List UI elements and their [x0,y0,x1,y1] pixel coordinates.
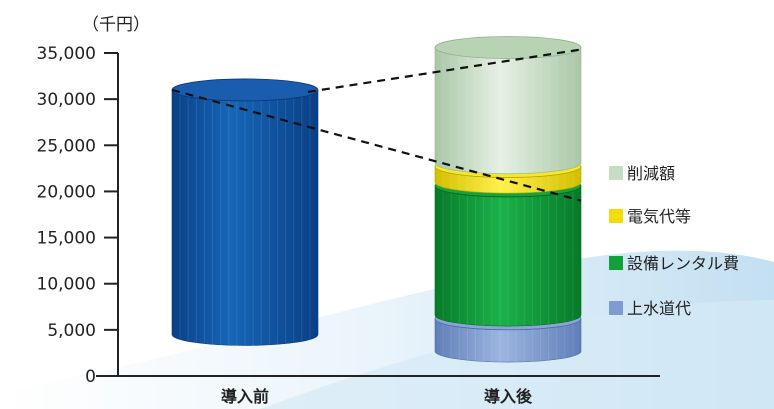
connector-lines [171,48,582,202]
y-tick-label: 20,000 [37,182,96,202]
legend-swatch-electricity [609,209,623,223]
connector-line-lower [171,88,582,202]
legend-item-water: 上水道代 [609,299,691,318]
legend-label-electricity: 電気代等 [627,207,691,226]
legend-item-electricity: 電気代等 [609,207,691,226]
category-label-before: 導入前 [221,387,269,406]
legend-swatch-rental [609,256,623,270]
bar-after [434,36,582,363]
legend-swatch-water [609,301,623,315]
bar-before-cylinder [171,78,319,346]
legend: 削減額 電気代等 設備レンタル費 上水道代 [609,164,739,318]
y-tick-label: 15,000 [37,229,96,249]
y-tick-label: 25,000 [37,136,96,156]
segment-rental [434,174,582,327]
legend-item-rental: 設備レンタル費 [609,254,739,273]
legend-item-reduction: 削減額 [609,164,675,183]
unit-label: （千円） [82,15,150,35]
y-tick-label: 10,000 [37,275,96,295]
connector-line-upper [307,48,582,94]
y-tick-label: 30,000 [37,90,96,110]
legend-label-reduction: 削減額 [627,164,675,183]
legend-label-water: 上水道代 [627,299,691,318]
category-label-after: 導入後 [484,387,533,406]
y-tick-label: 0 [85,367,96,387]
bar-before [171,78,319,346]
legend-swatch-reduction [609,166,623,180]
legend-label-rental: 設備レンタル費 [627,254,739,273]
segment-reduction [434,36,582,175]
y-tick-label: 5,000 [47,321,96,341]
y-tick-label: 35,000 [37,44,96,64]
y-ticks: 0 5,000 10,000 15,000 20,000 25,000 30,000 35,0… [37,44,118,387]
